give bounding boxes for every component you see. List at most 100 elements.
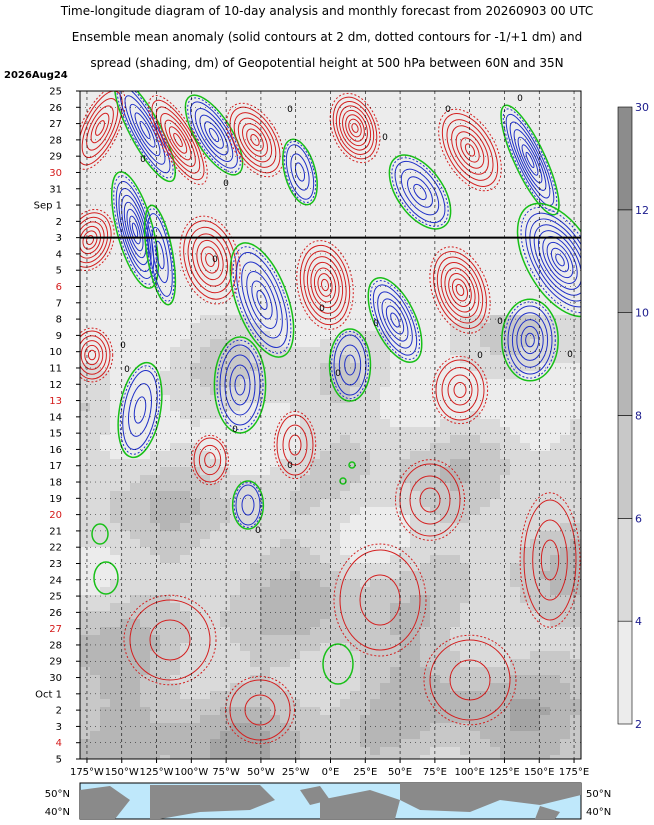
spread-cell	[100, 747, 110, 755]
spread-cell	[160, 491, 170, 499]
spread-cell	[220, 259, 230, 267]
spread-cell	[150, 691, 160, 699]
spread-cell	[90, 267, 100, 275]
spread-cell	[90, 515, 100, 523]
spread-cell	[320, 739, 330, 747]
spread-cell	[570, 211, 580, 219]
date-tick-label: 31	[49, 184, 62, 195]
spread-cell	[530, 739, 540, 747]
spread-cell	[460, 691, 470, 699]
spread-cell	[170, 427, 180, 435]
spread-cell	[230, 491, 240, 499]
spread-cell	[330, 147, 340, 155]
spread-cell	[110, 555, 120, 563]
spread-cell	[150, 635, 160, 643]
spread-cell	[290, 203, 300, 211]
spread-cell	[310, 203, 320, 211]
spread-cell	[160, 475, 170, 483]
spread-cell	[510, 587, 520, 595]
spread-cell	[190, 411, 200, 419]
spread-cell	[180, 275, 190, 283]
spread-cell	[130, 411, 140, 419]
spread-cell	[550, 379, 560, 387]
spread-cell	[310, 171, 320, 179]
spread-cell	[460, 363, 470, 371]
spread-cell	[240, 731, 250, 739]
spread-cell	[340, 147, 350, 155]
spread-cell	[420, 171, 430, 179]
spread-cell	[110, 355, 120, 363]
spread-cell	[370, 683, 380, 691]
spread-cell	[440, 291, 450, 299]
spread-cell	[260, 611, 270, 619]
spread-cell	[240, 155, 250, 163]
spread-cell	[400, 595, 410, 603]
spread-cell	[510, 251, 520, 259]
spread-cell	[410, 675, 420, 683]
spread-cell	[280, 659, 290, 667]
spread-cell	[400, 563, 410, 571]
spread-cell	[350, 755, 360, 759]
spread-cell	[410, 483, 420, 491]
spread-cell	[480, 307, 490, 315]
spread-cell	[470, 443, 480, 451]
spread-cell	[540, 739, 550, 747]
spread-cell	[80, 331, 90, 339]
spread-cell	[180, 283, 190, 291]
spread-cell	[150, 755, 160, 759]
spread-cell	[500, 451, 510, 459]
spread-cell	[130, 539, 140, 547]
spread-cell	[90, 275, 100, 283]
spread-cell	[520, 491, 530, 499]
spread-cell	[200, 563, 210, 571]
spread-cell	[470, 219, 480, 227]
spread-cell	[550, 451, 560, 459]
anomaly-contour	[433, 251, 487, 329]
spread-cell	[390, 707, 400, 715]
spread-cell	[380, 443, 390, 451]
spread-cell	[290, 395, 300, 403]
spread-cell	[570, 715, 580, 723]
spread-cell	[270, 483, 280, 491]
spread-cell	[550, 99, 560, 107]
spread-cell	[480, 459, 490, 467]
spread-cell	[290, 219, 300, 227]
spread-cell	[310, 627, 320, 635]
spread-cell	[360, 427, 370, 435]
spread-cell	[500, 571, 510, 579]
spread-cell	[310, 259, 320, 267]
spread-cell	[190, 139, 200, 147]
spread-cell	[460, 571, 470, 579]
spread-cell	[300, 643, 310, 651]
spread-cell	[80, 443, 90, 451]
longitude-tick-label: 75°E	[423, 767, 447, 778]
spread-cell	[320, 427, 330, 435]
spread-cell	[510, 235, 520, 243]
spread-cell	[450, 555, 460, 563]
spread-cell	[270, 219, 280, 227]
spread-cell	[550, 723, 560, 731]
spread-cell	[490, 155, 500, 163]
spread-cell	[540, 691, 550, 699]
spread-cell	[310, 651, 320, 659]
spread-cell	[560, 475, 570, 483]
spread-cell	[120, 243, 130, 251]
spread-cell	[320, 379, 330, 387]
spread-cell	[300, 331, 310, 339]
spread-cell	[330, 451, 340, 459]
anomaly-contour	[80, 208, 115, 272]
spread-cell	[300, 667, 310, 675]
spread-cell	[310, 131, 320, 139]
spread-cell	[550, 91, 560, 99]
spread-cell	[560, 611, 570, 619]
spread-cell	[230, 547, 240, 555]
spread-cell	[170, 507, 180, 515]
spread-cell	[540, 699, 550, 707]
spread-cell	[260, 683, 270, 691]
spread-cell	[500, 563, 510, 571]
spread-cell	[310, 451, 320, 459]
spread-cell	[550, 171, 560, 179]
spread-cell	[250, 627, 260, 635]
spread-cell	[320, 587, 330, 595]
spread-cell	[150, 643, 160, 651]
